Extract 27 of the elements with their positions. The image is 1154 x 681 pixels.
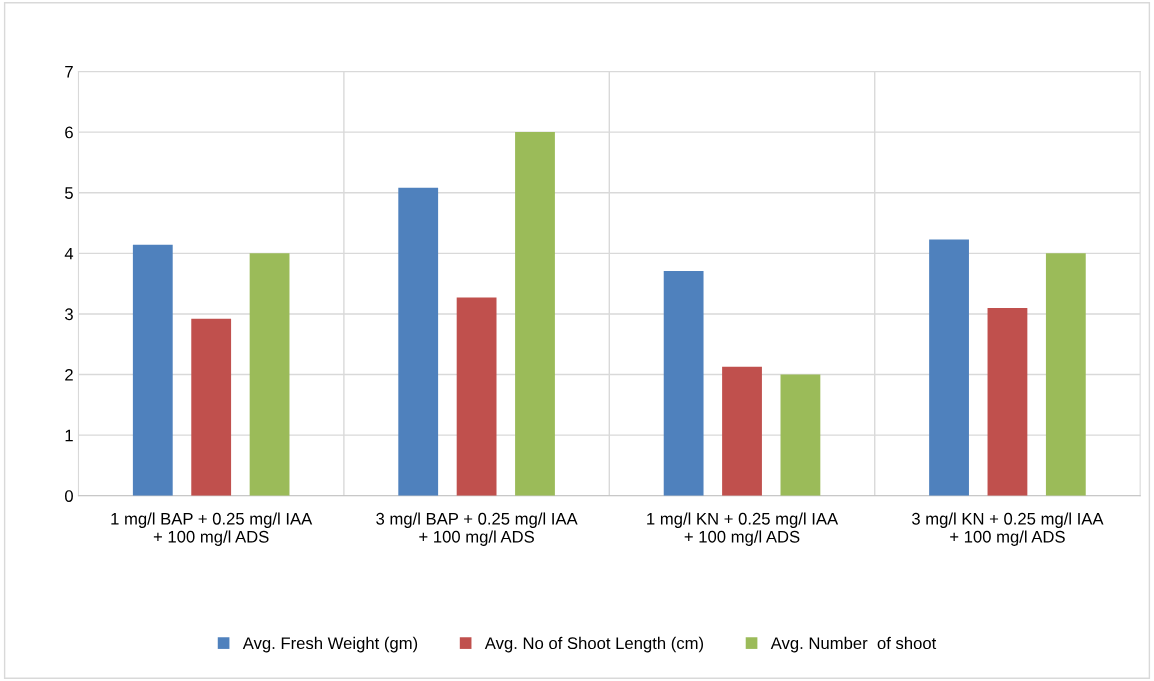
legend-label: Avg. Number of shoot — [770, 636, 937, 653]
bar — [191, 318, 232, 496]
bar — [132, 244, 173, 496]
y-tick-label: 3 — [64, 308, 73, 321]
y-tick-label: 6 — [65, 126, 73, 139]
legend-label: Avg. No of Shoot Length (cm) — [484, 636, 704, 653]
bar — [987, 307, 1028, 496]
y-tick-label: 1 — [65, 429, 73, 442]
bar — [722, 366, 762, 496]
legend-label: Avg. Fresh Weight (gm) — [242, 636, 418, 653]
bar — [398, 187, 439, 496]
y-tick-label: 2 — [65, 368, 73, 381]
bar — [663, 270, 704, 496]
y-tick-label: 4 — [64, 247, 74, 260]
bar — [929, 239, 969, 496]
x-tick-label: 1 mg/l KN + 0.25 mg/l IAA + 100 mg/l ADS — [647, 512, 839, 546]
bar — [1045, 253, 1086, 496]
bar — [515, 132, 555, 496]
bar — [249, 253, 290, 496]
y-tick-label: 0 — [64, 490, 73, 502]
x-tick-label: 3 mg/l KN + 0.25 mg/l IAA + 100 mg/l ADS — [911, 512, 1104, 546]
x-tick-label: 3 mg/l BAP + 0.25 mg/l IAA + 100 mg/l ADS — [376, 512, 578, 546]
bar — [780, 374, 821, 496]
y-tick-label: 5 — [65, 187, 73, 199]
x-tick-label: 1 mg/l BAP + 0.25 mg/l IAA + 100 mg/l ADS — [111, 512, 313, 546]
bar — [456, 297, 497, 496]
y-tick-label: 7 — [65, 66, 73, 78]
